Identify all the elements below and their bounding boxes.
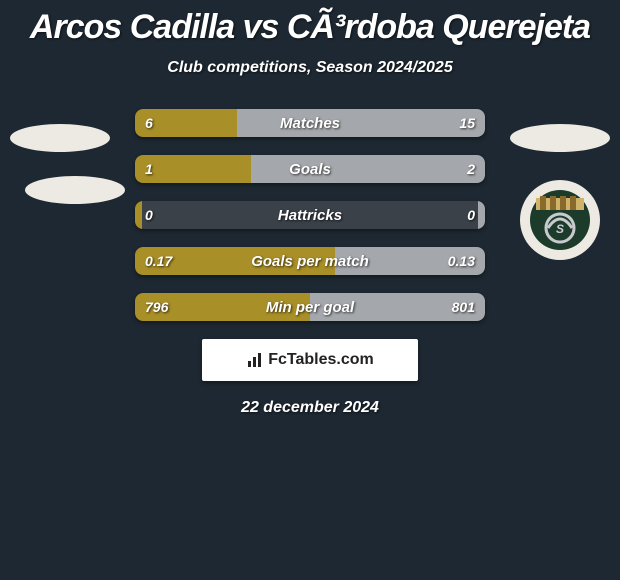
footer-brand-text: FcTables.com: [246, 351, 374, 369]
stat-label: Goals per match: [135, 247, 485, 275]
stat-label: Goals: [135, 155, 485, 183]
stat-row: 0 Hattricks 0: [135, 201, 485, 229]
stat-value-right: 2: [467, 155, 475, 183]
stat-value-right: 0.13: [448, 247, 475, 275]
stat-row: 0.17 Goals per match 0.13: [135, 247, 485, 275]
stat-value-right: 0: [467, 201, 475, 229]
stat-label: Matches: [135, 109, 485, 137]
stat-label: Min per goal: [135, 293, 485, 321]
stat-row: 1 Goals 2: [135, 155, 485, 183]
stat-row: 796 Min per goal 801: [135, 293, 485, 321]
stat-value-right: 801: [452, 293, 475, 321]
date-line: 22 december 2024: [0, 399, 620, 417]
footer-brand-box: FcTables.com: [202, 339, 418, 381]
stat-row: 6 Matches 15: [135, 109, 485, 137]
bar-chart-icon: [246, 351, 264, 369]
stat-label: Hattricks: [135, 201, 485, 229]
subtitle: Club competitions, Season 2024/2025: [0, 59, 620, 77]
page-title: Arcos Cadilla vs CÃ³rdoba Querejeta: [0, 0, 620, 47]
stat-value-right: 15: [459, 109, 475, 137]
footer-brand-label: FcTables.com: [268, 351, 374, 369]
stats-area: 6 Matches 15 1 Goals 2 0 Hattricks 0 0.1…: [0, 109, 620, 321]
